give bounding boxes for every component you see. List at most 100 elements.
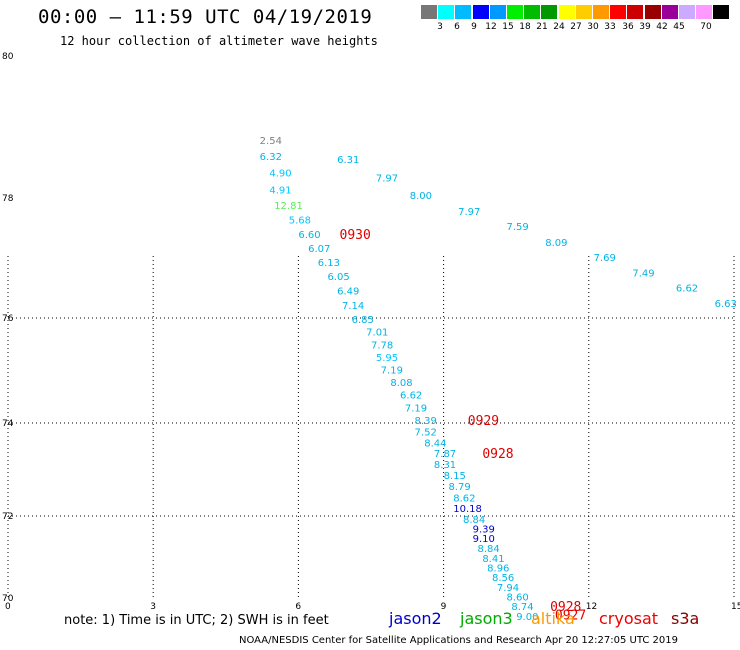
wave-height-value: 8.74 <box>511 602 533 613</box>
color-scale-label: 12 <box>485 22 497 32</box>
map-title: 00:00 – 11:59 UTC 04/19/2019 <box>38 6 373 28</box>
wave-height-value: 7.01 <box>366 328 388 339</box>
pass-time-label: 0927 <box>555 608 586 623</box>
wave-height-value: 8.56 <box>492 573 514 584</box>
color-scale-label: 70 <box>700 22 712 32</box>
longitude-label: 6 <box>295 602 301 612</box>
color-swatch <box>524 5 542 19</box>
latitude-label: 70 <box>2 594 14 604</box>
wave-height-value: 7.14 <box>342 301 364 312</box>
wave-height-value: 8.15 <box>444 471 466 482</box>
wave-height-value: 6.62 <box>676 283 698 294</box>
wave-height-value: 8.41 <box>482 554 504 565</box>
color-swatch <box>661 5 679 19</box>
wave-height-value: 7.19 <box>405 403 427 414</box>
color-swatch <box>610 5 628 19</box>
map-gridlines <box>7 256 735 598</box>
footer-note: note: 1) Time is in UTC; 2) SWH is in fe… <box>64 613 329 628</box>
color-swatch <box>472 5 490 19</box>
wave-height-value: 7.49 <box>632 268 654 279</box>
longitude-label: 9 <box>441 602 447 612</box>
wave-height-value: 6.31 <box>337 155 359 166</box>
satellite-legend-item: altika <box>531 609 575 628</box>
pass-time-label: 0929 <box>468 414 499 429</box>
color-swatch <box>593 5 610 19</box>
wave-height-value: 6.85 <box>352 315 374 326</box>
footer-credit: NOAA/NESDIS Center for Satellite Applica… <box>239 635 678 646</box>
wave-height-value: 7.87 <box>434 449 456 460</box>
color-scale-label: 45 <box>673 22 685 32</box>
wave-height-value: 7.94 <box>497 583 519 594</box>
altimeter-track-values: 2.54 6.32 4.90 4.91 12.81 5.68 6.60 6.07 6.13 6.0… <box>260 136 737 623</box>
wave-height-value: 8.84 <box>477 544 499 555</box>
color-swatch <box>558 5 576 19</box>
longitude-label: 0 <box>5 602 11 612</box>
color-swatch <box>696 5 714 19</box>
wave-height-value: 8.31 <box>434 460 456 471</box>
wave-height-value: 2.54 <box>260 136 282 147</box>
pass-time-label: 0928 <box>550 600 581 615</box>
wave-height-value: 12.81 <box>274 201 303 212</box>
wave-height-value: 8.79 <box>448 482 470 493</box>
color-scale-label: 21 <box>536 22 548 32</box>
wave-height-value: 8.09 <box>545 238 567 249</box>
wave-height-value: 7.52 <box>415 427 437 438</box>
wave-height-value: 8.39 <box>415 416 437 427</box>
wave-height-value: 7.59 <box>507 222 529 233</box>
color-swatch <box>438 5 456 19</box>
latitude-label: 72 <box>2 512 13 522</box>
wave-height-value: 8.00 <box>410 191 432 202</box>
color-swatch <box>679 5 696 19</box>
color-swatch <box>627 5 645 19</box>
wave-height-value: 6.32 <box>260 152 282 163</box>
wave-height-value: 5.68 <box>289 216 311 227</box>
color-scale-label: 18 <box>519 22 531 32</box>
map-subtitle: 12 hour collection of altimeter wave hei… <box>60 34 378 48</box>
wave-height-value: 4.90 <box>269 168 291 179</box>
pass-time-label: 0930 <box>340 228 371 243</box>
wave-height-value: 4.91 <box>269 185 291 196</box>
satellite-legend-item: jason3 <box>460 609 513 628</box>
pass-time-label: 0928 <box>482 447 513 462</box>
color-scale-label: 24 <box>553 22 565 32</box>
latitude-label: 80 <box>2 52 14 62</box>
wave-height-value: 9.00 <box>516 612 538 623</box>
wave-height-value: 8.84 <box>463 515 485 526</box>
wave-height-value: 7.19 <box>381 365 403 376</box>
wave-height-value: 8.96 <box>487 563 509 574</box>
wave-height-value: 6.49 <box>337 286 359 297</box>
axis-labels: 80 78 76 74 72 700 3 6 9 12 15 <box>2 52 740 612</box>
wave-height-value: 6.07 <box>308 244 330 255</box>
wave-height-value: 6.62 <box>400 391 422 402</box>
wave-height-value: 6.60 <box>298 230 320 241</box>
longitude-label: 15 <box>731 602 740 612</box>
latitude-label: 78 <box>2 194 14 204</box>
color-scale-label: 9 <box>471 22 477 32</box>
color-scale-label: 3 <box>437 22 443 32</box>
longitude-label: 3 <box>150 602 156 612</box>
color-scale-label: 30 <box>587 22 599 32</box>
color-swatch <box>713 5 731 19</box>
color-swatch <box>644 5 662 19</box>
color-swatch <box>455 5 473 19</box>
satellite-legend-item: s3a <box>671 609 700 628</box>
wave-height-value: 7.78 <box>371 340 393 351</box>
wave-height-value: 8.44 <box>424 439 446 450</box>
wave-height-value: 7.97 <box>458 207 480 218</box>
wave-height-value: 9.39 <box>473 525 495 536</box>
color-scale-label: 6 <box>454 22 460 32</box>
wave-height-value: 8.62 <box>453 493 475 504</box>
wave-height-value: 6.13 <box>318 258 340 269</box>
color-swatch <box>575 5 593 19</box>
wave-height-value: 9.10 <box>473 534 495 545</box>
satellite-legend-item: jason2 <box>389 609 442 628</box>
wave-height-value: 10.18 <box>453 504 482 515</box>
wave-height-value: 5.95 <box>376 353 398 364</box>
latitude-label: 76 <box>2 314 14 324</box>
color-scale-label: 39 <box>639 22 651 32</box>
color-swatch <box>507 5 524 19</box>
longitude-label: 12 <box>586 602 597 612</box>
wave-height-value: 6.05 <box>327 272 349 283</box>
